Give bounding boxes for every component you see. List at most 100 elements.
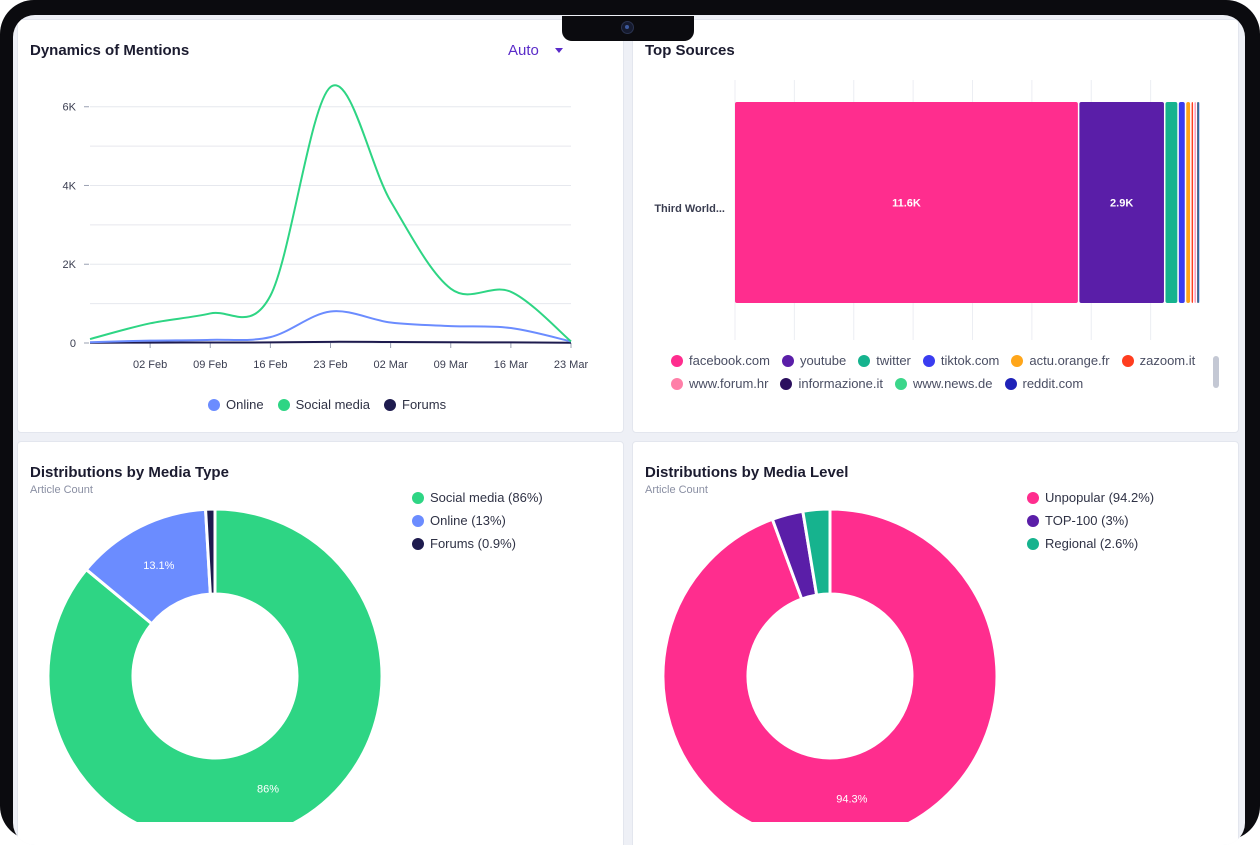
legend-label: Forums (0.9%)	[430, 536, 516, 551]
bar-actu-orange-fr[interactable]	[1186, 102, 1191, 303]
legend-marker-icon	[780, 377, 793, 390]
legend-item-online-13[interactable]: Online (13%)	[412, 513, 543, 528]
slice-forums[interactable]	[204, 507, 217, 596]
series-line-social-media[interactable]	[89, 84, 572, 343]
legend-label: www.news.de	[913, 376, 993, 391]
legend-item-forums[interactable]: Forums	[384, 397, 446, 412]
x-tick-label: 23 Mar	[554, 359, 589, 371]
media-type-title: Distributions by Media Type	[30, 464, 229, 481]
legend-item-unpopular-94-2[interactable]: Unpopular (94.2%)	[1027, 490, 1154, 505]
category-label: Third World...	[654, 203, 725, 215]
series-line-forums[interactable]	[89, 340, 572, 344]
legend-marker-icon	[1027, 537, 1039, 550]
legend-marker-icon	[1027, 514, 1039, 527]
media-level-subtitle: Article Count	[645, 484, 708, 496]
media-level-panel: Distributions by Media Level Article Cou…	[632, 441, 1239, 845]
legend-marker-icon	[412, 537, 424, 550]
legend-item-tiktok-com[interactable]: tiktok.com	[922, 353, 1000, 368]
bar-youtube[interactable]	[1079, 102, 1164, 303]
chevron-down-icon	[554, 48, 563, 53]
legend-label: Social media (86%)	[430, 490, 543, 505]
bar-tiktok-com[interactable]	[1178, 102, 1185, 303]
mentions-line-chart: 0 2K 4K 6K 02 Feb 09 Feb 16 Feb 23 Feb 02 Mar 09 …	[63, 84, 589, 371]
camera-icon	[621, 21, 634, 34]
legend-marker-icon	[412, 491, 424, 504]
legend-label: Social media	[295, 397, 371, 412]
legend-marker-icon	[671, 354, 683, 367]
media-type-donut: 86% 13.1%	[46, 507, 384, 822]
legend-item-social-media-86[interactable]: Social media (86%)	[412, 490, 543, 505]
slice-unpopular[interactable]	[661, 507, 999, 822]
bar-www-forum-hr[interactable]	[1194, 102, 1196, 303]
slice-social-media[interactable]	[46, 507, 384, 822]
legend-marker-icon	[277, 398, 290, 411]
legend-item-twitter[interactable]: twitter	[858, 353, 911, 368]
legend-label: Online	[226, 397, 264, 412]
y-tick-label: 6K	[63, 102, 77, 114]
legend-marker-icon	[895, 377, 908, 390]
period-select-value: Auto	[508, 42, 539, 59]
bar-data-label: 11.6K	[892, 198, 921, 210]
legend-label: youtube	[799, 353, 847, 368]
media-type-subtitle: Article Count	[30, 484, 93, 496]
mentions-legend: Online Social media Forums	[208, 397, 446, 412]
media-type-panel: Distributions by Media Type Article Coun…	[17, 441, 624, 845]
x-tick-label: 16 Feb	[253, 359, 287, 371]
legend-scrollbar[interactable]	[1213, 356, 1219, 388]
bar-reddit-com[interactable]	[1198, 102, 1200, 303]
legend-marker-icon	[412, 514, 424, 527]
legend-label: www.forum.hr	[689, 376, 769, 391]
bar-data-label: 2.9K	[1110, 198, 1133, 210]
legend-item-www-forum-hr[interactable]: www.forum.hr	[671, 376, 768, 391]
legend-marker-icon	[208, 398, 220, 411]
media-level-title: Distributions by Media Level	[645, 464, 849, 481]
legend-marker-icon	[1011, 354, 1024, 367]
legend-label: Online (13%)	[430, 513, 506, 528]
legend-item-online[interactable]: Online	[208, 397, 264, 412]
slice-regional[interactable]	[801, 507, 832, 597]
legend-item-facebook-com[interactable]: facebook.com	[671, 353, 770, 368]
x-tick-label: 23 Feb	[313, 359, 347, 371]
legend-item-social-media[interactable]: Social media	[277, 397, 371, 412]
media-level-donut: 94.3%	[661, 507, 999, 822]
legend-marker-icon	[384, 398, 397, 411]
legend-marker-icon	[1004, 377, 1017, 390]
dashboard-screen: Dynamics of Mentions Auto 0 2K 4K 6K 02 Feb 0…	[13, 15, 1245, 845]
legend-marker-icon	[858, 354, 871, 367]
legend-marker-icon	[1027, 491, 1039, 504]
sources-bar-chart: 02K4K6K8K10K12K14KThird World...11.6K2.9…	[654, 80, 1200, 340]
legend-label: Unpopular (94.2%)	[1045, 490, 1155, 505]
bar-twitter[interactable]	[1165, 102, 1178, 303]
legend-label: actu.orange.fr	[1029, 353, 1110, 368]
y-tick-label: 0	[70, 338, 76, 350]
x-tick-label: 02 Mar	[374, 359, 409, 371]
legend-label: Regional (2.6%)	[1045, 536, 1139, 551]
x-tick-label: 09 Mar	[434, 359, 469, 371]
legend-item-forums-0-9[interactable]: Forums (0.9%)	[412, 536, 543, 551]
legend-item-informazione-it[interactable]: informazione.it	[780, 376, 883, 391]
legend-item-top-100-3[interactable]: TOP-100 (3%)	[1027, 513, 1154, 528]
legend-item-zazoom-it[interactable]: zazoom.it	[1121, 353, 1196, 368]
period-select[interactable]: Auto	[508, 42, 563, 59]
legend-item-www-news-de[interactable]: www.news.de	[895, 376, 993, 391]
legend-item-youtube[interactable]: youtube	[781, 353, 847, 368]
x-tick-label: 02 Feb	[133, 359, 167, 371]
y-tick-label: 2K	[63, 259, 77, 271]
x-tick-label: 09 Feb	[193, 359, 227, 371]
legend-label: zazoom.it	[1139, 353, 1196, 368]
bar-facebook-com[interactable]	[735, 102, 1078, 303]
legend-item-actu-orange-fr[interactable]: actu.orange.fr	[1011, 353, 1110, 368]
media-type-legend: Social media (86%) Online (13%) Forums (0.…	[412, 490, 543, 551]
legend-marker-icon	[1121, 354, 1134, 367]
sources-panel: Top Sources 02K4K6K8K10K12K14KThird Worl…	[632, 19, 1239, 433]
series-line-online[interactable]	[89, 310, 572, 344]
x-tick-label: 16 Mar	[494, 359, 529, 371]
legend-label: tiktok.com	[940, 353, 1000, 368]
legend-label: twitter	[876, 353, 911, 368]
sources-title: Top Sources	[645, 42, 735, 59]
legend-item-reddit-com[interactable]: reddit.com	[1004, 376, 1083, 391]
slice-data-label: 13.1%	[143, 560, 174, 572]
bar-zazoom-it[interactable]	[1191, 102, 1194, 303]
legend-item-regional-2-6[interactable]: Regional (2.6%)	[1027, 536, 1154, 551]
